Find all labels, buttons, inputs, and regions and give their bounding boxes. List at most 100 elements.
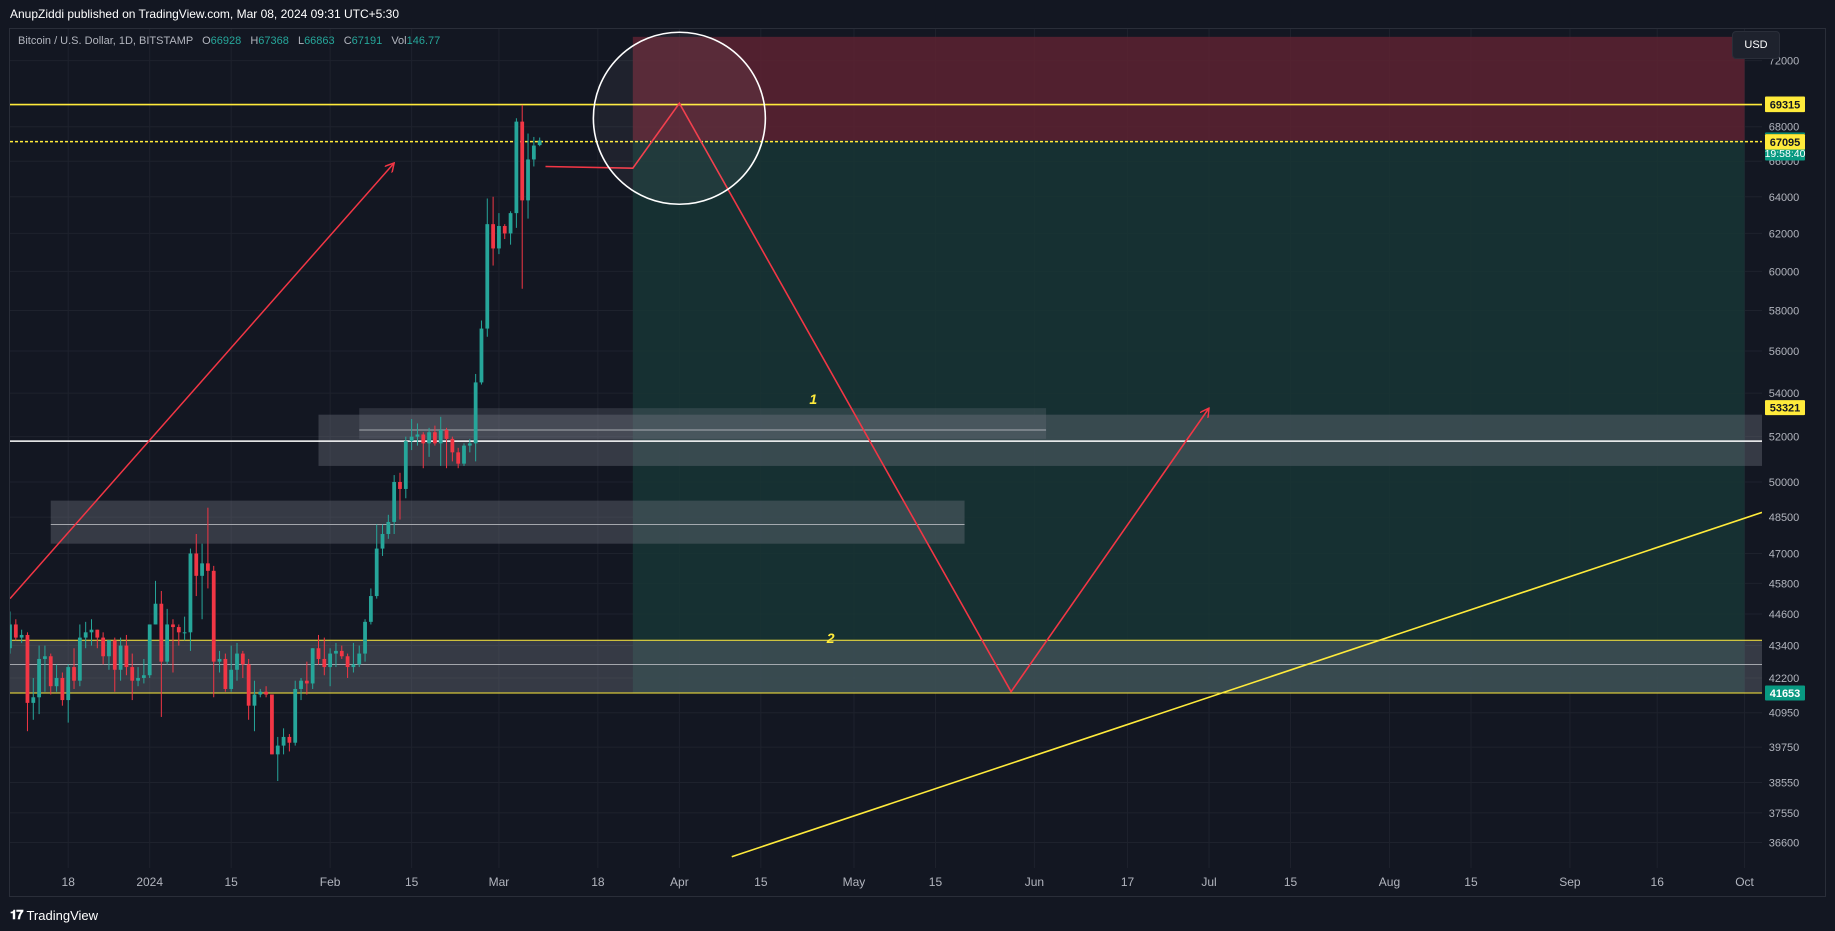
candle-body [316, 648, 321, 659]
candle-body [217, 658, 222, 662]
price-tick-label: 50000 [1769, 477, 1800, 489]
candle-body [136, 677, 140, 681]
candle-body [147, 624, 152, 676]
projection-path [545, 101, 1210, 694]
candle-body [293, 688, 298, 743]
candle-body [514, 121, 519, 214]
candle-body [153, 603, 158, 625]
candle-body [112, 640, 117, 670]
candle-body [240, 653, 245, 665]
candle-body [415, 434, 420, 437]
candle-body [31, 697, 36, 703]
candle-body [124, 645, 129, 668]
candle-body [363, 621, 367, 654]
time-tick-label: Apr [670, 875, 689, 889]
price-tick-label: 56000 [1769, 346, 1800, 358]
candle-body [246, 664, 251, 706]
candle-body [339, 650, 344, 657]
publisher-line: AnupZiddi published on TradingView.com, … [10, 7, 400, 21]
plot-area: 12 [10, 29, 1762, 868]
price-tag-bg [1765, 97, 1805, 113]
price-tag-label: 67095 [1770, 137, 1801, 149]
candle-body [159, 603, 164, 662]
legend-low-label: L [297, 35, 305, 47]
candle-body [270, 694, 274, 755]
price-tick-label: 62000 [1769, 228, 1800, 240]
time-axis: 18 2024 15 Feb 15 Mar 18 Apr 15 May 15 Jun 17 Jul 15 Au… [62, 875, 1755, 889]
time-tick-label: 15 [929, 875, 943, 889]
chart-frame [9, 28, 1826, 897]
candle-body [322, 658, 327, 668]
gray-rect-lower [10, 640, 1762, 694]
candle-body [171, 624, 175, 628]
candle-body [299, 680, 303, 689]
price-tick-label: 48500 [1769, 512, 1800, 524]
candle-body [188, 553, 193, 633]
stop-zone [632, 36, 1745, 141]
brand-label: TradingView [26, 907, 99, 923]
candle-body [380, 533, 385, 549]
price-tag-label: 53321 [1770, 403, 1801, 415]
candle-body [165, 624, 170, 662]
candle-body [526, 159, 530, 201]
candle-body [328, 653, 333, 668]
candle-body [141, 675, 146, 678]
footer: 𝟏𝟕 TradingView [0, 898, 1835, 931]
time-tick-label: 15 [754, 875, 768, 889]
candle-body [409, 436, 414, 442]
candle-body [334, 650, 338, 654]
legend-open-label: O [202, 35, 211, 47]
candle-body [176, 627, 181, 633]
candle-body [403, 441, 408, 489]
candle-body [130, 667, 135, 681]
time-tick-label: 2024 [136, 875, 163, 889]
time-tick-label: 15 [1284, 875, 1298, 889]
candle-body [392, 481, 397, 522]
candle-body [520, 121, 525, 201]
candle-body [438, 430, 443, 444]
candle-body [206, 563, 210, 571]
candle-body [264, 691, 268, 695]
candle-body [310, 648, 315, 684]
candle-body [427, 432, 431, 444]
time-tick-label: May [843, 875, 866, 889]
candle-body [450, 438, 455, 453]
candle-body [421, 434, 426, 444]
trendline [731, 511, 1762, 858]
candle-body [374, 548, 379, 597]
symbol-title: Bitcoin / U.S. Dollar, 1D, BITSTAMP [18, 35, 194, 47]
candle-body [502, 226, 507, 234]
candle-body [229, 669, 234, 689]
time-tick-label: 18 [591, 875, 605, 889]
price-tick-label: 58000 [1769, 305, 1800, 317]
tradingview-brand[interactable]: 𝟏𝟕 TradingView [10, 907, 98, 923]
candle-body [304, 680, 309, 684]
legend-open-value: 66928 [210, 35, 242, 47]
candle-body [281, 736, 286, 746]
time-tick-label: 15 [1464, 875, 1478, 889]
legend-volume-label: Vol [391, 35, 407, 47]
candle-body [345, 656, 350, 668]
rising-arrow [10, 163, 394, 600]
candle-body [433, 432, 437, 444]
price-tick-label: 39750 [1769, 742, 1800, 754]
candle-body [398, 481, 402, 489]
candle-body [252, 694, 257, 706]
price-tick-label: 43400 [1769, 641, 1800, 653]
candle-body [275, 745, 280, 755]
price-axis: 7200068000660006400062000600005800056000… [1764, 29, 1824, 868]
candle-body [357, 653, 362, 665]
candle-body [467, 443, 472, 446]
candle-body [182, 632, 187, 634]
highlight-circle [592, 31, 767, 206]
candle-body [10, 624, 12, 649]
price-tick-label: 68000 [1769, 122, 1800, 134]
candle-body [95, 629, 100, 638]
time-tick-label: 16 [1651, 875, 1665, 889]
currency-button[interactable]: USD [1732, 31, 1780, 59]
candle-body [107, 640, 111, 657]
price-tick-label: 42200 [1769, 673, 1800, 685]
time-tick-label: Mar [489, 875, 510, 889]
candle-body [200, 563, 204, 576]
